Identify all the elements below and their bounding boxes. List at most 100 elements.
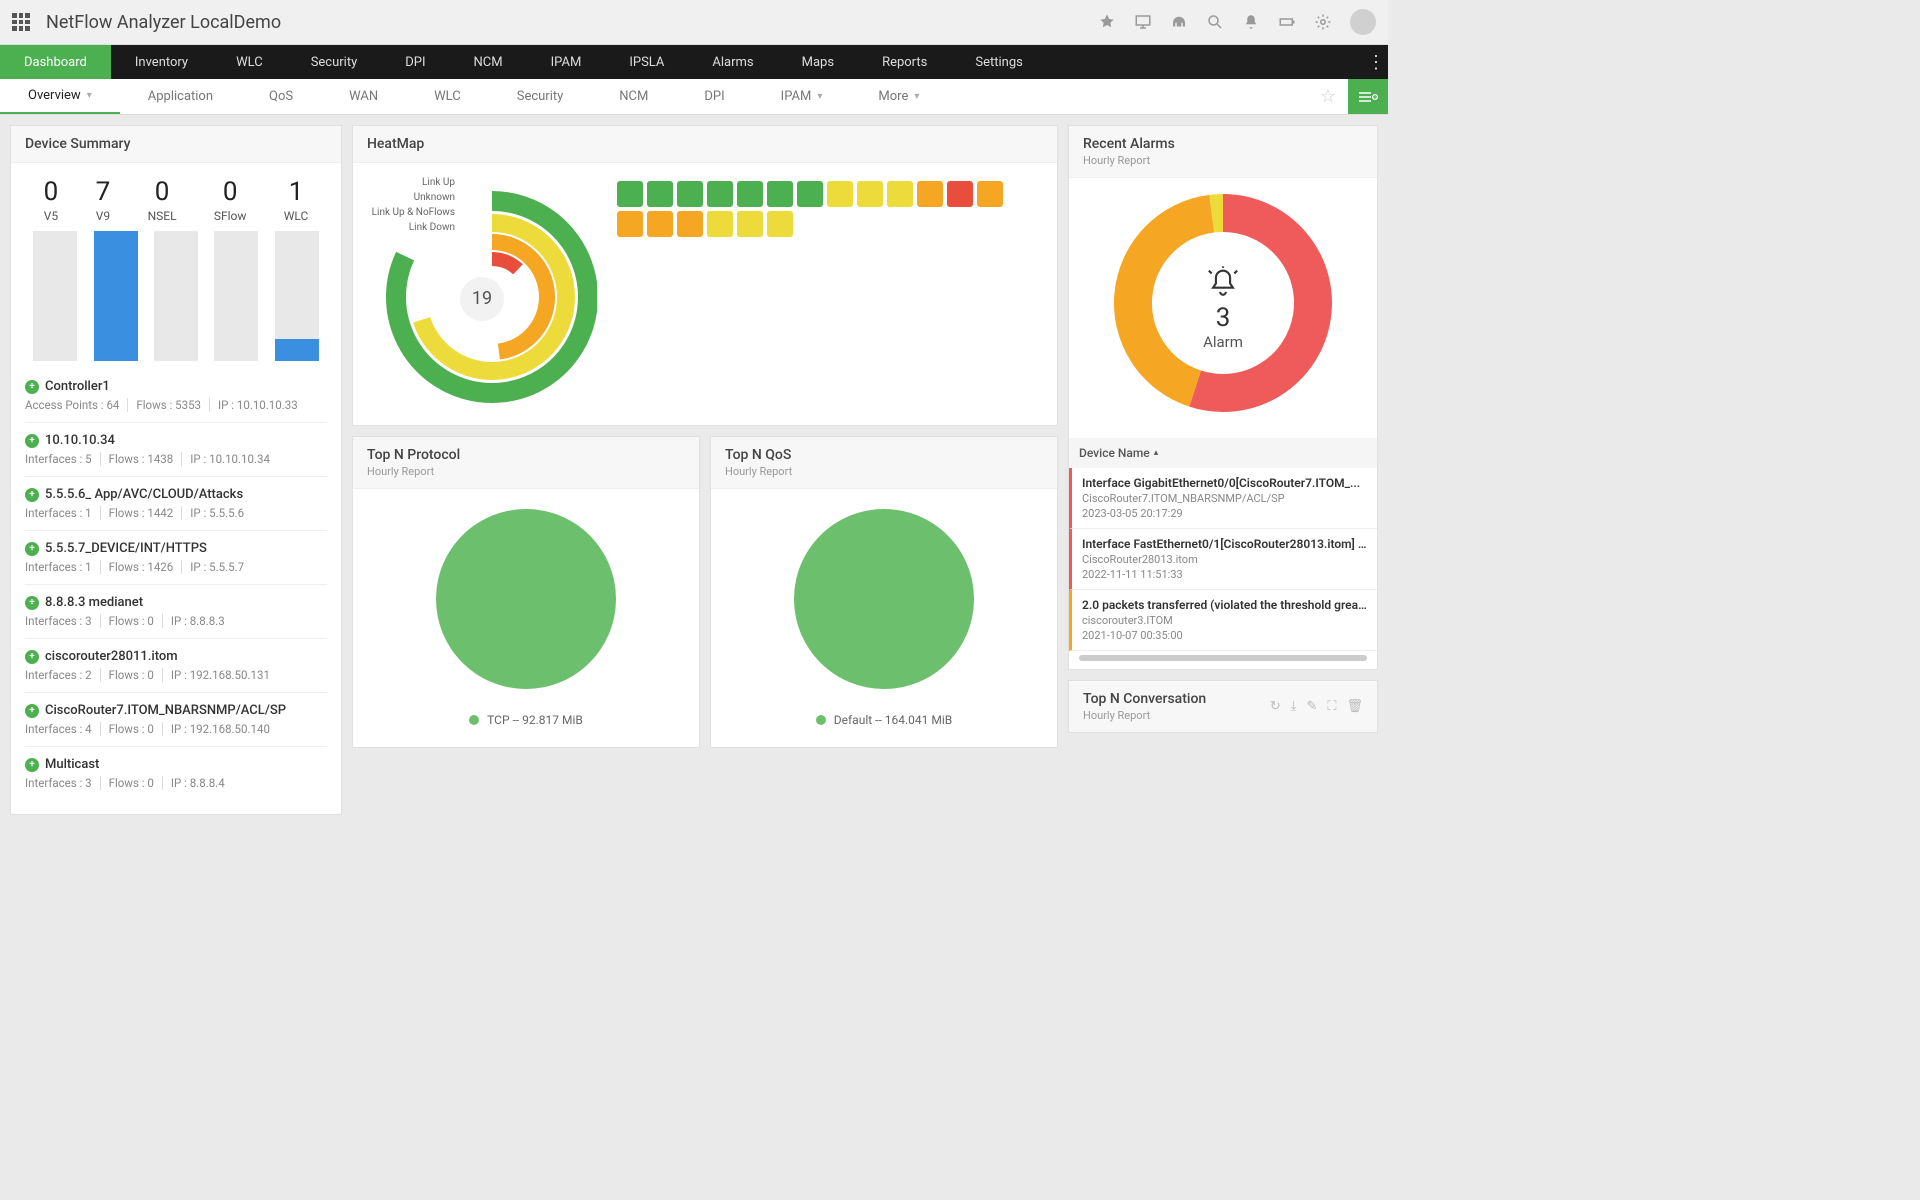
subnav-more[interactable]: More▾ — [850, 79, 947, 114]
gear-icon[interactable] — [1314, 13, 1332, 31]
device-item[interactable]: +8.8.8.3 medianetInterfaces : 3Flows : 0… — [25, 584, 327, 638]
nav-security[interactable]: Security — [287, 45, 382, 79]
summary-bar — [275, 339, 319, 361]
summary-value: 0 — [148, 177, 177, 207]
nav-alarms[interactable]: Alarms — [688, 45, 777, 79]
nav-ipam[interactable]: IPAM — [527, 45, 606, 79]
add-widget-button[interactable] — [1348, 79, 1388, 114]
subnav-wlc[interactable]: WLC — [406, 79, 489, 114]
heat-cell[interactable] — [827, 181, 853, 207]
device-item[interactable]: +5.5.5.7_DEVICE/INT/HTTPSInterfaces : 1F… — [25, 530, 327, 584]
subnav-qos[interactable]: QoS — [241, 79, 321, 114]
subnav-overview[interactable]: Overview▾ — [0, 79, 120, 114]
summary-label: WLC — [284, 209, 309, 223]
refresh-icon[interactable]: ↻ — [1270, 699, 1281, 714]
plus-icon: + — [25, 434, 39, 448]
alarm-list-header[interactable]: Device Name▴ — [1069, 438, 1377, 468]
heat-cell[interactable] — [767, 211, 793, 237]
battery-icon[interactable] — [1278, 13, 1296, 31]
device-item[interactable]: +CiscoRouter7.ITOM_NBARSNMP/ACL/SPInterf… — [25, 692, 327, 746]
heat-cell[interactable] — [617, 211, 643, 237]
scrollbar[interactable] — [1079, 655, 1367, 661]
subnav-security[interactable]: Security — [489, 79, 592, 114]
heat-cell[interactable] — [947, 181, 973, 207]
recent-alarms-card: Recent Alarms Hourly Report 3 Alarm Devi… — [1068, 125, 1378, 670]
nav-settings[interactable]: Settings — [951, 45, 1046, 79]
heat-cell[interactable] — [647, 181, 673, 207]
heat-cell[interactable] — [917, 181, 943, 207]
nav-inventory[interactable]: Inventory — [111, 45, 212, 79]
heat-cell[interactable] — [977, 181, 1003, 207]
alarm-title: 2.0 packets transferred (violated the th… — [1082, 598, 1367, 612]
subnav-wan[interactable]: WAN — [321, 79, 406, 114]
plus-icon: + — [25, 380, 39, 394]
summary-label: V9 — [96, 209, 111, 223]
edit-icon[interactable]: ✎ — [1306, 699, 1317, 714]
device-name: 8.8.8.3 medianet — [45, 595, 143, 610]
subnav-ipam[interactable]: IPAM▾ — [753, 79, 851, 114]
nav-ncm[interactable]: NCM — [450, 45, 527, 79]
plus-icon: + — [25, 650, 39, 664]
alarm-device: CiscoRouter28013.itom — [1082, 553, 1367, 566]
heat-cell[interactable] — [737, 181, 763, 207]
alarm-item[interactable]: 2.0 packets transferred (violated the th… — [1069, 590, 1377, 651]
device-name: Multicast — [45, 757, 99, 772]
nav-wlc[interactable]: WLC — [212, 45, 287, 79]
export-icon[interactable]: ⤓ — [1291, 699, 1297, 714]
alarm-item[interactable]: Interface GigabitEthernet0/0[CiscoRouter… — [1069, 468, 1377, 529]
bell-icon[interactable] — [1242, 13, 1260, 31]
card-title: Top N QoS — [725, 447, 1043, 463]
heat-cell[interactable] — [647, 211, 673, 237]
avatar[interactable] — [1350, 9, 1376, 35]
device-item[interactable]: +MulticastInterfaces : 3Flows : 0IP : 8.… — [25, 746, 327, 800]
rocket-icon[interactable] — [1098, 13, 1116, 31]
nav-more-icon[interactable]: ⋮ — [1364, 45, 1388, 79]
search-icon[interactable] — [1206, 13, 1224, 31]
card-title: Top N Conversation — [1083, 691, 1206, 707]
device-item[interactable]: +5.5.5.6_ App/AVC/CLOUD/AttacksInterface… — [25, 476, 327, 530]
headset-icon[interactable] — [1170, 13, 1188, 31]
protocol-pie — [436, 509, 616, 689]
present-icon[interactable] — [1134, 13, 1152, 31]
subnav-dpi[interactable]: DPI — [676, 79, 752, 114]
heat-cell[interactable] — [677, 181, 703, 207]
alarm-item[interactable]: Interface FastEthernet0/1[CiscoRouter280… — [1069, 529, 1377, 590]
heat-cell[interactable] — [857, 181, 883, 207]
heat-cell[interactable] — [707, 181, 733, 207]
card-title: HeatMap — [367, 136, 1043, 152]
plus-icon: + — [25, 542, 39, 556]
expand-icon[interactable]: ⛶ — [1327, 699, 1336, 714]
card-subtitle: Hourly Report — [1083, 154, 1363, 167]
nav-dpi[interactable]: DPI — [381, 45, 449, 79]
main-nav: DashboardInventoryWLCSecurityDPINCMIPAMI… — [0, 45, 1388, 79]
nav-reports[interactable]: Reports — [858, 45, 951, 79]
nav-ipsla[interactable]: IPSLA — [605, 45, 688, 79]
alarm-device: ciscorouter3.ITOM — [1082, 614, 1367, 627]
nav-maps[interactable]: Maps — [778, 45, 858, 79]
heat-cell[interactable] — [797, 181, 823, 207]
bell-icon — [1203, 265, 1243, 299]
dashboard-content: Device Summary 0V57V90NSEL0SFlow1WLC +Co… — [0, 115, 1388, 825]
heat-cell[interactable] — [737, 211, 763, 237]
heat-cell[interactable] — [707, 211, 733, 237]
device-item[interactable]: +ciscorouter28011.itomInterfaces : 2Flow… — [25, 638, 327, 692]
apps-icon[interactable] — [12, 13, 30, 31]
device-name: Controller1 — [45, 379, 110, 394]
summary-value: 1 — [284, 177, 309, 207]
subnav-ncm[interactable]: NCM — [591, 79, 676, 114]
nav-dashboard[interactable]: Dashboard — [0, 45, 111, 79]
star-icon[interactable]: ☆ — [1308, 86, 1348, 107]
heatmap-card: HeatMap Link UpUnknownLink Up & NoFlowsL… — [352, 125, 1058, 426]
device-item[interactable]: +Controller1Access Points : 64Flows : 53… — [25, 369, 327, 422]
subnav-application[interactable]: Application — [120, 79, 241, 114]
heat-cell[interactable] — [767, 181, 793, 207]
delete-icon[interactable]: 🗑 — [1346, 699, 1363, 714]
topbar-actions — [1098, 9, 1376, 35]
heat-cell[interactable] — [887, 181, 913, 207]
summary-value: 0 — [44, 177, 59, 207]
device-item[interactable]: +10.10.10.34Interfaces : 5Flows : 1438IP… — [25, 422, 327, 476]
heat-cell[interactable] — [617, 181, 643, 207]
alarm-donut: 3 Alarm — [1069, 178, 1377, 438]
heat-cell[interactable] — [677, 211, 703, 237]
plus-icon: + — [25, 704, 39, 718]
